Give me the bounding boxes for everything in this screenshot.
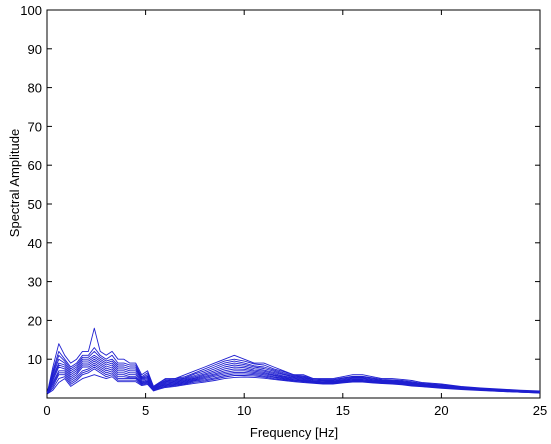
y-tick-label: 10 bbox=[28, 352, 42, 367]
y-axis-label: Spectral Amplitude bbox=[7, 129, 22, 237]
y-tick-label: 50 bbox=[28, 197, 42, 212]
y-tick-label: 60 bbox=[28, 158, 42, 173]
series-layer bbox=[46, 327, 541, 395]
x-tick-label: 5 bbox=[142, 403, 149, 418]
series-line-12 bbox=[46, 374, 541, 395]
y-tick-label: 30 bbox=[28, 275, 42, 290]
y-tick-label: 80 bbox=[28, 81, 42, 96]
plot-area bbox=[46, 9, 541, 399]
x-tick-label: 10 bbox=[237, 403, 251, 418]
ticks-layer: 0 5 10 15 20 25 10 20 30 40 50 60 70 80 90 100 bbox=[20, 3, 547, 418]
x-tick-label: 0 bbox=[43, 403, 50, 418]
y-tick-label: 40 bbox=[28, 236, 42, 251]
series-line-2 bbox=[46, 347, 541, 395]
x-tick-label: 25 bbox=[533, 403, 547, 418]
y-tick-label: 90 bbox=[28, 42, 42, 57]
y-tick-label: 70 bbox=[28, 119, 42, 134]
axes-frame bbox=[46, 9, 541, 399]
x-tick-label: 15 bbox=[336, 403, 350, 418]
y-tick-label: 100 bbox=[20, 3, 42, 18]
y-tick-label: 20 bbox=[28, 313, 42, 328]
series-line-1 bbox=[46, 327, 541, 395]
x-tick-label: 20 bbox=[434, 403, 448, 418]
x-axis-label: Frequency [Hz] bbox=[250, 425, 338, 440]
